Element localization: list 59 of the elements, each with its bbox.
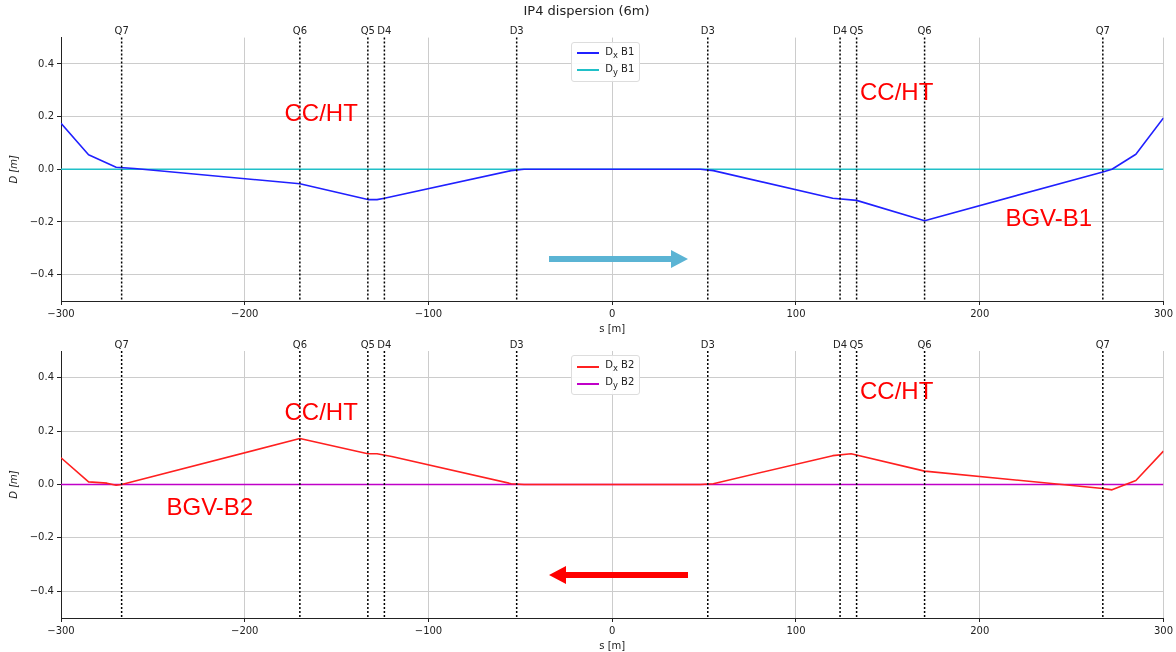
ref-line-label: Q6 — [292, 338, 307, 350]
x-tick-label: −200 — [231, 624, 259, 636]
y-tick-label: −0.4 — [29, 268, 54, 280]
x-axis-title: s [m] — [599, 639, 626, 651]
ref-line-label: D4 — [833, 338, 848, 350]
ref-line-label: D3 — [700, 338, 715, 350]
y-axis-title: D [m] — [7, 470, 19, 499]
annotation: CC/HT — [860, 377, 934, 405]
y-tick-label: 0.2 — [38, 424, 54, 436]
annotation: CC/HT — [284, 98, 359, 126]
ref-line-label: D4 — [377, 338, 392, 350]
y-tick-label: 0.4 — [38, 371, 54, 383]
ref-line-label: Q6 — [917, 338, 932, 350]
x-tick-label: 300 — [1153, 624, 1173, 636]
y-tick-label: −0.2 — [29, 531, 54, 543]
x-tick-label: 200 — [970, 307, 990, 319]
chart-title: IP4 dispersion (6m) — [523, 3, 650, 19]
legend-label: D$_{y}$ B1 — [605, 61, 635, 79]
y-tick-label: 0.0 — [38, 478, 54, 490]
y-tick-label: −0.4 — [29, 584, 54, 596]
x-tick-label: 200 — [970, 624, 990, 636]
x-axis-title: s [m] — [599, 322, 626, 334]
ref-line-label: D4 — [833, 25, 848, 37]
ref-line-label: D4 — [377, 25, 392, 37]
x-tick-label: 0 — [609, 624, 616, 636]
ref-line-label: Q5 — [360, 338, 375, 350]
y-tick-label: −0.2 — [29, 215, 54, 227]
y-tick-label: 0.4 — [38, 57, 54, 69]
x-tick-label: −100 — [414, 624, 443, 636]
ref-line-label: Q7 — [1095, 25, 1110, 37]
y-tick-label: 0.0 — [38, 162, 54, 174]
ref-line-label: Q6 — [917, 25, 932, 37]
ref-line-label: Q5 — [360, 25, 375, 37]
x-tick-label: −200 — [231, 307, 259, 319]
ref-line-label: Q5 — [849, 25, 864, 37]
x-tick-label: −300 — [47, 307, 75, 319]
annotation: CC/HT — [860, 77, 934, 105]
ref-line-label: Q5 — [849, 338, 864, 350]
annotation: BGV-B2 — [166, 493, 254, 521]
y-tick-label: 0.2 — [38, 110, 54, 122]
annotation: CC/HT — [284, 398, 359, 426]
ref-line-label: Q7 — [114, 338, 129, 350]
ref-line-label: D3 — [509, 338, 524, 350]
ref-line-label: D3 — [700, 25, 715, 37]
legend-label: D$_{y}$ B2 — [605, 375, 635, 392]
x-tick-label: −300 — [47, 624, 75, 636]
legend-label: D$_{x}$ B1 — [605, 44, 635, 62]
x-tick-label: 100 — [786, 307, 806, 319]
x-tick-label: −100 — [414, 307, 443, 319]
x-tick-label: 100 — [786, 624, 806, 636]
ref-line-label: Q7 — [1095, 338, 1110, 350]
x-tick-label: 300 — [1153, 307, 1173, 319]
ref-line-label: Q6 — [292, 25, 307, 37]
ref-line-label: D3 — [509, 25, 524, 37]
legend-label: D$_{x}$ B2 — [605, 358, 635, 375]
annotation: BGV-B1 — [1005, 203, 1093, 231]
y-axis-title: D [m] — [7, 155, 19, 184]
x-tick-label: 0 — [609, 307, 616, 319]
ref-line-label: Q7 — [114, 25, 129, 37]
